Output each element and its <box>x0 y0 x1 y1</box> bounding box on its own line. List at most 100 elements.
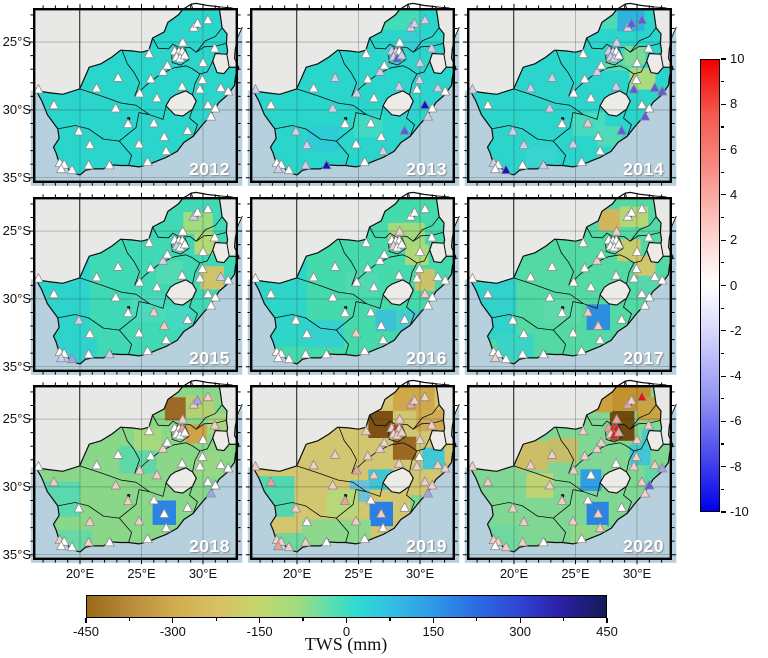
gps-station-triangle <box>585 92 597 103</box>
tws-colorbar-label: TWS (mm) <box>304 634 388 654</box>
gps-station-triangle <box>567 327 579 338</box>
gps-station-triangle <box>628 272 640 283</box>
tws-tick-label: -300 <box>159 624 186 639</box>
lon-tick-label: 25°E <box>127 566 156 581</box>
gps-station-triangle <box>379 248 390 259</box>
gps-station-triangle <box>290 502 302 513</box>
lat-tick-label: 30°S <box>2 291 31 306</box>
gps-station-triangle <box>73 125 85 136</box>
gps-station-triangle <box>176 457 188 468</box>
uplift-tick-label: -2 <box>730 322 742 338</box>
gps-station-triangle <box>83 159 94 170</box>
gps-station-triangle <box>148 494 160 505</box>
gps-station-triangle <box>197 434 209 444</box>
gps-station-triangle <box>467 83 478 94</box>
gps-station-triangle <box>351 464 362 475</box>
gps-station-triangle <box>393 269 405 280</box>
gps-station-triangle <box>582 117 594 128</box>
gps-station-triangle <box>393 457 405 468</box>
gps-station-triangle <box>507 125 519 136</box>
gps-station-triangle <box>610 80 622 91</box>
gps-station-triangle <box>134 464 145 475</box>
lesotho-enclave <box>599 467 631 494</box>
gps-station-triangle <box>556 307 568 317</box>
gps-station-triangle <box>33 460 44 471</box>
uplift-tick-label: -6 <box>730 413 742 429</box>
gps-station-triangle <box>202 391 214 402</box>
gps-station-triangle <box>272 163 284 174</box>
gps-station-triangle <box>656 274 668 285</box>
gps-station-triangle <box>112 71 124 82</box>
gps-station-triangle <box>134 276 145 287</box>
gps-station-triangle <box>283 164 295 175</box>
gps-station-triangle <box>636 476 648 486</box>
gps-station-triangle <box>594 522 606 533</box>
gps-station-triangle <box>66 164 78 175</box>
gps-station-triangle <box>577 425 589 436</box>
gps-station-triangle <box>636 391 648 402</box>
uplift-tick <box>721 126 724 128</box>
gps-station-triangle <box>250 83 261 94</box>
gps-station-triangle <box>329 260 341 271</box>
gps-station-triangle <box>197 74 208 84</box>
gps-station-triangle <box>579 450 590 461</box>
gps-station-triangle <box>368 92 380 103</box>
gps-station-triangle <box>500 541 512 552</box>
gps-station-triangle <box>215 459 227 469</box>
gps-station-triangle <box>145 73 156 84</box>
gps-station-triangle <box>482 476 494 487</box>
gps-station-triangle <box>399 313 410 324</box>
gps-station-triangle <box>411 460 423 471</box>
gps-station-triangle <box>489 163 501 174</box>
gps-station-triangle <box>110 102 121 113</box>
gps-station-triangle <box>594 145 606 156</box>
lon-tick-label: 30°E <box>188 566 218 581</box>
gps-station-triangle <box>91 82 102 93</box>
tws-tick <box>476 618 478 621</box>
gps-station-triangle <box>157 442 169 453</box>
panel-year-label: 2012 <box>189 159 230 179</box>
gps-station-triangle <box>265 288 277 299</box>
gps-station-triangle <box>308 271 319 282</box>
gps-station-triangle <box>568 276 579 287</box>
gps-station-triangle <box>582 306 594 317</box>
gps-station-triangle <box>202 203 214 214</box>
gps-station-triangle <box>396 238 408 249</box>
gps-station-triangle <box>360 425 372 436</box>
gps-station-triangle <box>368 281 380 292</box>
gps-station-triangle <box>122 118 134 128</box>
gps-station-triangle <box>379 436 390 447</box>
gps-station-triangle <box>592 508 604 518</box>
gps-station-triangle <box>419 476 431 486</box>
gps-station-triangle <box>631 451 642 461</box>
gps-station-triangle <box>33 272 44 283</box>
gps-station-triangle <box>48 288 60 299</box>
uplift-colorbar <box>700 59 720 512</box>
gps-station-triangle <box>419 288 431 298</box>
gps-station-triangle <box>613 426 625 437</box>
gps-station-triangle <box>84 328 96 339</box>
gps-station-triangle <box>148 306 160 317</box>
tws-tick <box>259 618 261 623</box>
gps-station-triangle <box>639 110 651 121</box>
gps-station-triangle <box>194 83 206 94</box>
gps-station-triangle <box>202 14 214 25</box>
gps-station-triangle <box>222 462 234 473</box>
gps-station-triangle <box>643 231 654 242</box>
lesotho-enclave <box>382 90 414 117</box>
gps-station-triangle <box>517 348 528 359</box>
uplift-tick <box>721 103 726 105</box>
gps-station-triangle <box>55 540 67 551</box>
uplift-tick <box>721 466 726 468</box>
lesotho-enclave <box>382 467 414 494</box>
gps-station-triangle <box>205 487 217 498</box>
gps-station-triangle <box>301 516 313 527</box>
gps-station-triangle <box>422 110 434 121</box>
map-panel-2016: 2016 <box>245 191 460 377</box>
lesotho-enclave <box>599 90 631 117</box>
gps-station-triangle <box>394 36 405 47</box>
gps-station-triangle <box>182 313 193 324</box>
gps-station-triangle <box>104 536 115 547</box>
lon-tick-label: 30°E <box>405 566 435 581</box>
gps-station-triangle <box>162 248 173 259</box>
